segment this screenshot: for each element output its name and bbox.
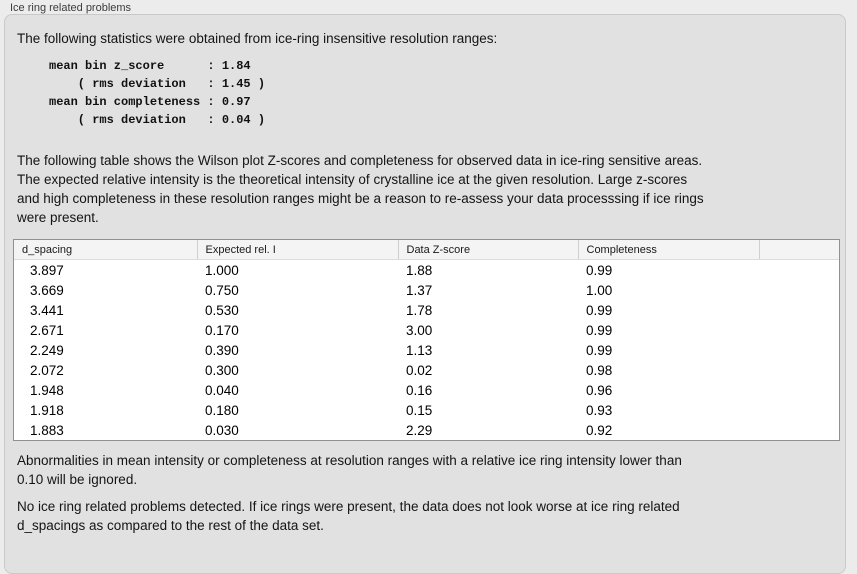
ice-ring-panel: The following statistics were obtained f… — [4, 14, 846, 574]
table-cell: 0.98 — [586, 362, 613, 378]
table-cell — [759, 280, 839, 300]
table-cell: 3.00 — [406, 322, 433, 338]
table-cell: 1.000 — [205, 262, 239, 278]
table-cell: 1.37 — [406, 282, 433, 298]
stats-summary-block: mean bin z_score : 1.84 ( rms deviation … — [49, 59, 266, 127]
column-header-expected-rel-i[interactable]: Expected rel. I — [196, 240, 398, 260]
table-cell — [759, 340, 839, 360]
table-cell — [759, 400, 839, 420]
column-header-empty — [758, 240, 839, 260]
table-cell: 1.88 — [406, 262, 433, 278]
table-cell: 2.671 — [30, 322, 64, 338]
table-cell — [759, 320, 839, 340]
table-cell: 1.13 — [406, 342, 433, 358]
table-cell: 1.948 — [30, 382, 64, 398]
table-cell: 0.180 — [205, 402, 239, 418]
table-cell: 0.390 — [205, 342, 239, 358]
table-row[interactable]: 1.918 0.180 0.15 0.93 — [14, 400, 839, 420]
table-cell: 0.99 — [586, 322, 613, 338]
table-body: 3.897 1.000 1.88 0.99 3.669 0.750 1.37 1.00 3.44… — [14, 260, 839, 441]
table-cell: 3.669 — [30, 282, 64, 298]
table-cell — [759, 420, 839, 440]
table-cell: 0.92 — [586, 422, 613, 438]
table-row[interactable]: 1.883 0.030 2.29 0.92 — [14, 420, 839, 440]
ignore-note-text: Abnormalities in mean intensity or compl… — [17, 453, 682, 487]
table-cell: 1.883 — [30, 422, 64, 438]
table-cell: 3.897 — [30, 262, 64, 278]
table-cell: 3.441 — [30, 302, 64, 318]
table-description-text: The following table shows the Wilson plo… — [17, 153, 704, 225]
table-cell — [759, 380, 839, 400]
table-row[interactable]: 3.669 0.750 1.37 1.00 — [14, 280, 839, 300]
column-header-d-spacing[interactable]: d_spacing — [14, 240, 197, 260]
table-cell: 0.750 — [205, 282, 239, 298]
table-cell: 0.02 — [406, 362, 433, 378]
table-header-row: d_spacing Expected rel. I Data Z-score C… — [14, 240, 839, 260]
table-cell: 0.030 — [205, 422, 239, 438]
table-cell: 1.918 — [30, 402, 64, 418]
intro-text: The following statistics were obtained f… — [17, 31, 498, 46]
table-cell: 0.99 — [586, 342, 613, 358]
table-cell: 2.249 — [30, 342, 64, 358]
column-header-completeness[interactable]: Completeness — [577, 240, 759, 260]
table-row[interactable]: 2.072 0.300 0.02 0.98 — [14, 360, 839, 380]
ice-ring-table: d_spacing Expected rel. I Data Z-score C… — [13, 239, 840, 441]
table-cell: 0.040 — [205, 382, 239, 398]
table-cell: 0.170 — [205, 322, 239, 338]
table-row[interactable]: 1.948 0.040 0.16 0.96 — [14, 380, 839, 400]
table-cell: 0.530 — [205, 302, 239, 318]
table-cell: 0.16 — [406, 382, 433, 398]
table-row[interactable]: 3.897 1.000 1.88 0.99 — [14, 260, 839, 281]
table-cell: 0.300 — [205, 362, 239, 378]
table-cell: 0.93 — [586, 402, 613, 418]
table-cell: 2.29 — [406, 422, 433, 438]
table-cell: 0.99 — [586, 302, 613, 318]
table-cell: 0.99 — [586, 262, 613, 278]
table-cell — [759, 360, 839, 380]
table-row[interactable]: 2.671 0.170 3.00 0.99 — [14, 320, 839, 340]
table-cell — [759, 300, 839, 320]
column-header-data-z-score[interactable]: Data Z-score — [397, 240, 578, 260]
table-cell: 0.15 — [406, 402, 433, 418]
table-cell: 2.072 — [30, 362, 64, 378]
conclusion-text: No ice ring related problems detected. I… — [17, 499, 680, 533]
table-cell: 0.96 — [586, 382, 613, 398]
panel-title: Ice ring related problems — [10, 2, 132, 14]
table-cell: 1.00 — [586, 282, 613, 298]
table-cell — [759, 260, 839, 281]
table-cell: 1.78 — [406, 302, 433, 318]
table-row[interactable]: 2.249 0.390 1.13 0.99 — [14, 340, 839, 360]
table-row[interactable]: 3.441 0.530 1.78 0.99 — [14, 300, 839, 320]
